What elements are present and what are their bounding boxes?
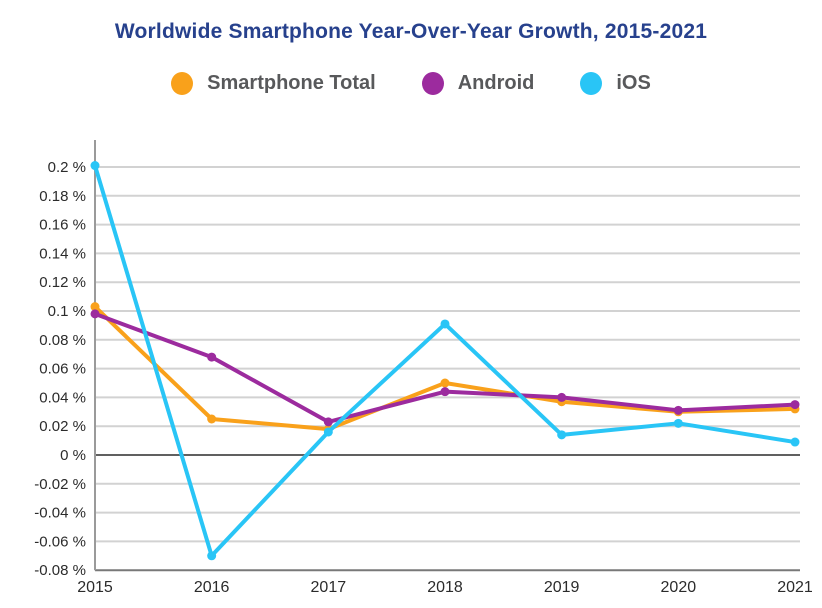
data-point-android-2020: [673, 405, 683, 415]
data-point-android-2019: [557, 392, 567, 402]
x-axis-label: 2016: [194, 579, 230, 596]
legend-label: Smartphone Total: [207, 72, 376, 94]
y-axis-tick-label: -0.02 %: [34, 476, 86, 493]
legend-label: Android: [457, 72, 535, 94]
data-point-android-2018: [440, 387, 450, 397]
data-point-ios-2020: [673, 418, 683, 428]
y-axis-tick-label: 0.14 %: [39, 245, 86, 262]
y-axis-tick-label: 0 %: [60, 447, 86, 464]
y-axis-tick-label: 0.16 %: [39, 217, 86, 234]
x-axis-label: 2017: [311, 579, 347, 596]
y-axis-tick-label: 0.04 %: [39, 389, 86, 406]
data-point-smartphone-total-2018: [440, 378, 450, 388]
data-point-android-2021: [790, 400, 800, 410]
legend-item-ios[interactable]: iOS: [580, 72, 651, 95]
legend-dot-smartphone-total: [171, 72, 194, 95]
y-axis-tick-label: 0.06 %: [39, 361, 86, 378]
data-point-android-2016: [207, 352, 217, 362]
y-axis-tick-label: 0.02 %: [39, 418, 86, 435]
x-axis-label: 2019: [544, 579, 580, 596]
data-point-android-2015: [90, 309, 100, 319]
chart-title: Worldwide Smartphone Year-Over-Year Grow…: [114, 20, 708, 43]
y-axis-tick-label: -0.08 %: [34, 562, 86, 579]
legend-dot-ios: [580, 72, 603, 95]
x-axis-label: 2018: [427, 579, 463, 596]
legend-dot-android: [421, 72, 444, 95]
legend-item-smartphone-total[interactable]: Smartphone Total: [171, 72, 376, 95]
y-axis-tick-label: 0.2 %: [48, 159, 86, 176]
data-point-smartphone-total-2015: [90, 302, 100, 312]
x-axis-label: 2015: [77, 579, 113, 596]
data-point-ios-2021: [790, 437, 800, 447]
data-point-ios-2016: [207, 551, 217, 561]
legend-item-android[interactable]: Android: [421, 72, 535, 95]
legend: Smartphone Total Android iOS: [0, 72, 822, 95]
data-point-ios-2018: [440, 319, 450, 329]
x-axis-label: 2021: [777, 579, 813, 596]
data-point-ios-2017: [323, 427, 333, 437]
legend-label: iOS: [616, 72, 651, 94]
y-axis-tick-label: 0.18 %: [39, 188, 86, 205]
data-point-smartphone-total-2016: [207, 414, 217, 424]
y-axis-tick-label: 0.12 %: [39, 274, 86, 291]
data-point-android-2017: [323, 417, 333, 427]
y-axis-tick-label: -0.04 %: [34, 505, 86, 522]
y-axis-tick-label: -0.06 %: [34, 533, 86, 550]
data-point-ios-2019: [557, 430, 567, 440]
y-axis-tick-label: 0.1 %: [48, 303, 86, 320]
x-axis-label: 2020: [661, 579, 697, 596]
data-point-ios-2015: [90, 161, 100, 171]
y-axis-tick-label: 0.08 %: [39, 332, 86, 349]
